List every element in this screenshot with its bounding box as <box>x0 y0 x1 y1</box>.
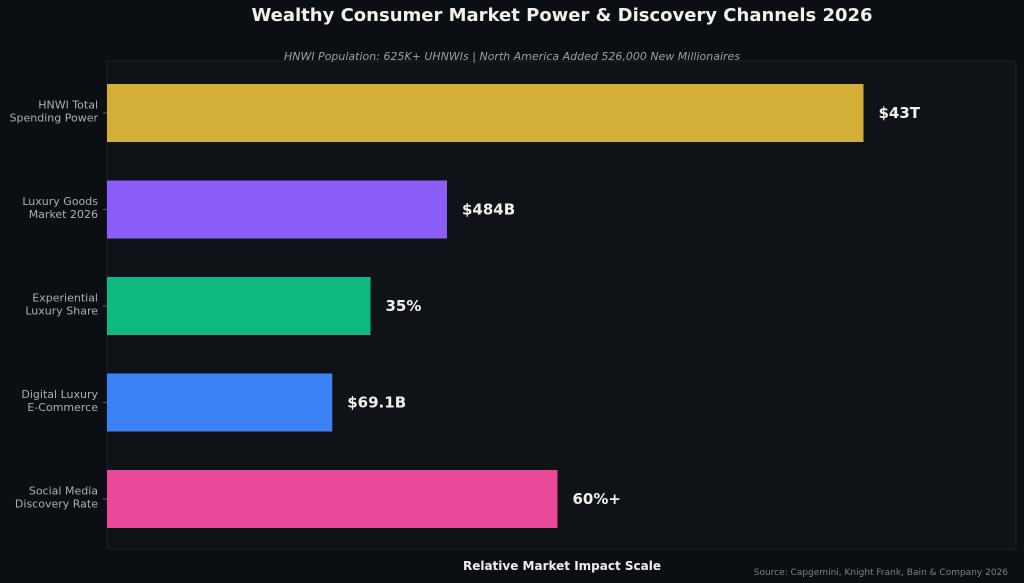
chart-subtitle: HNWI Population: 625K+ UHNWIs | North Am… <box>284 50 740 63</box>
chart-title: Wealthy Consumer Market Power & Discover… <box>251 5 872 26</box>
bar-1 <box>107 180 447 239</box>
x-axis-label: Relative Market Impact Scale <box>463 559 661 573</box>
category-label-1: Luxury Goods Market 2026 <box>22 195 98 221</box>
value-label-2: 35% <box>386 297 422 315</box>
category-label-2: Experiential Luxury Share <box>25 292 98 318</box>
category-label-line: Luxury Goods <box>22 195 98 208</box>
bars-layer: HNWI Total Spending Power $43T Luxury Goods… <box>10 84 921 528</box>
category-label-line: E-Commerce <box>27 401 98 414</box>
category-label-4: Social Media Discovery Rate <box>15 485 98 511</box>
value-label-1: $484B <box>462 201 515 219</box>
category-label-3: Digital Luxury E-Commerce <box>21 388 98 414</box>
category-label-line: Luxury Share <box>25 305 98 318</box>
category-label-line: Experiential <box>32 292 98 305</box>
category-label-line: Social Media <box>29 485 98 498</box>
bar-2 <box>107 277 371 335</box>
value-label-0: $43T <box>879 104 921 122</box>
category-label-line: Spending Power <box>10 112 99 125</box>
source-note: Source: Capgemini, Knight Frank, Bain & … <box>754 568 1009 578</box>
bar-0 <box>107 84 864 142</box>
category-label-line: HNWI Total <box>38 99 98 112</box>
value-label-3: $69.1B <box>347 394 406 412</box>
category-label-line: Discovery Rate <box>15 498 98 511</box>
bar-4 <box>107 470 558 528</box>
category-label-0: HNWI Total Spending Power <box>10 99 99 125</box>
category-label-line: Market 2026 <box>29 208 98 221</box>
value-label-4: 60%+ <box>573 490 621 508</box>
category-label-line: Digital Luxury <box>21 388 98 401</box>
bar-3 <box>107 373 333 432</box>
